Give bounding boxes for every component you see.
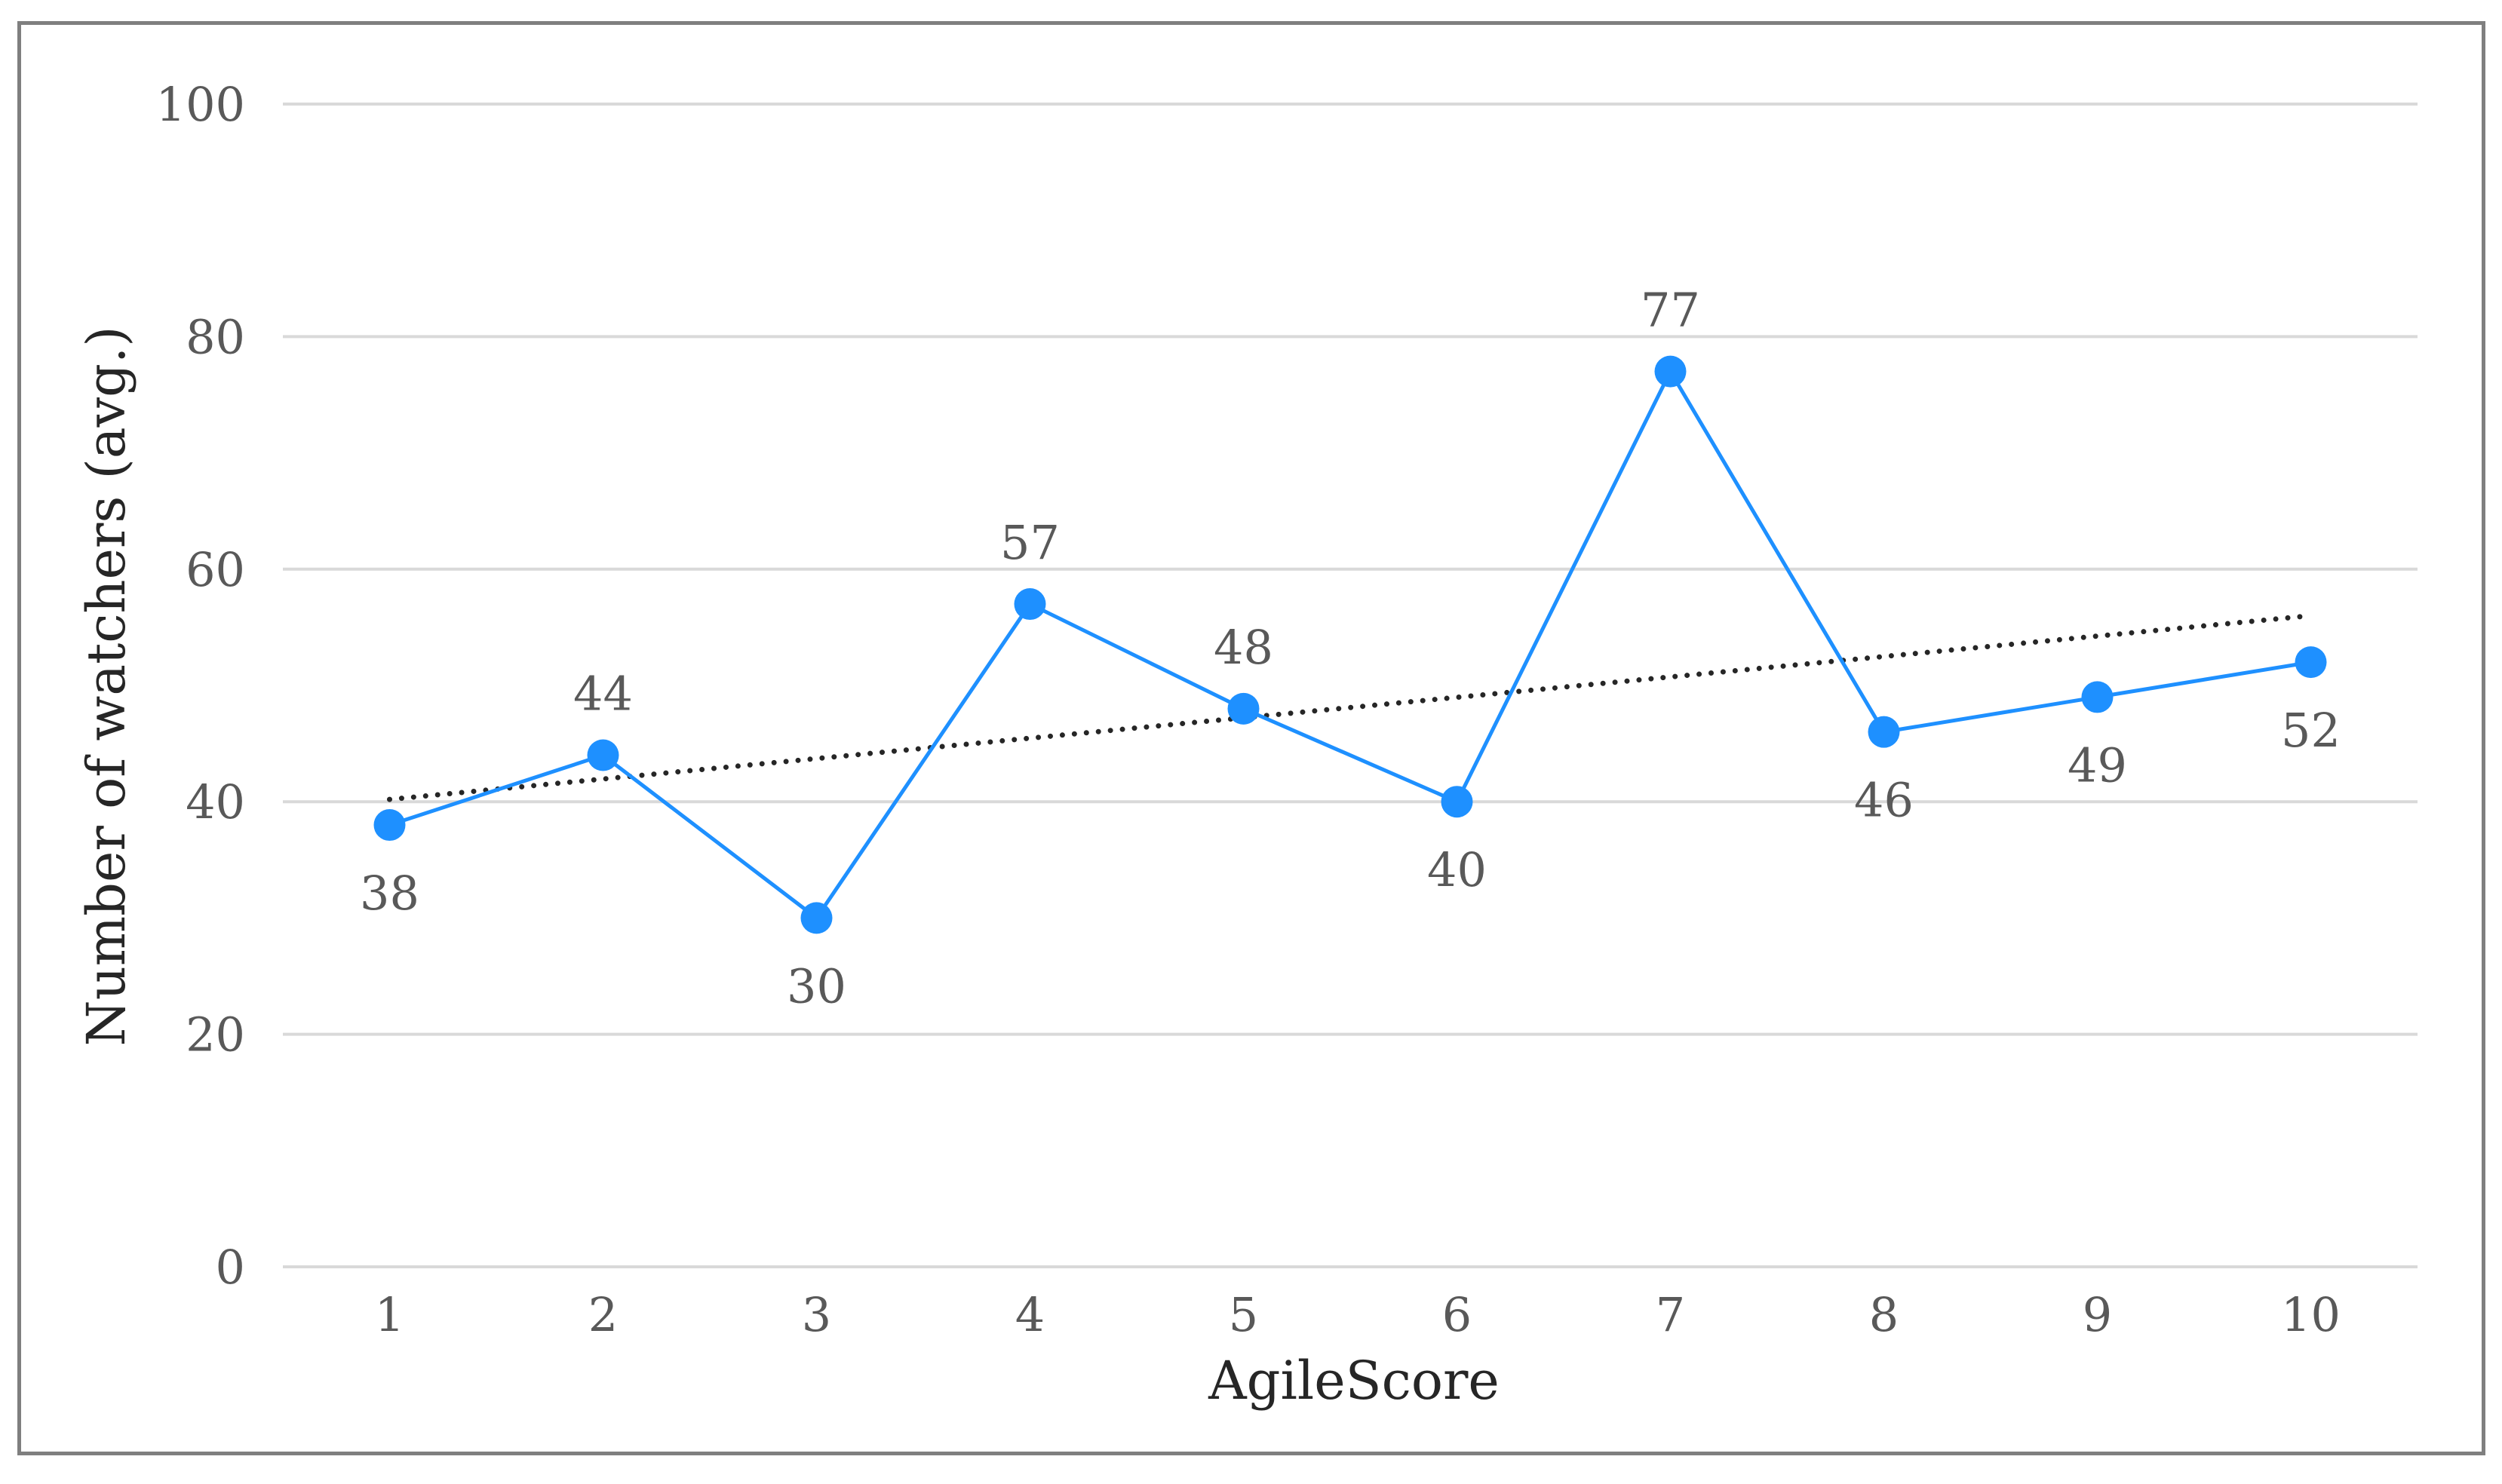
x-tick-label: 9 <box>2083 1287 2112 1342</box>
x-tick-label: 1 <box>375 1287 404 1342</box>
data-label: 52 <box>2281 703 2341 758</box>
x-tick-label: 5 <box>1229 1287 1258 1342</box>
x-tick-label: 3 <box>802 1287 831 1342</box>
data-label: 30 <box>787 958 846 1013</box>
data-point <box>1227 692 1260 725</box>
data-label: 46 <box>1854 773 1914 828</box>
data-label: 57 <box>1000 515 1060 570</box>
x-tick-label: 8 <box>1869 1287 1899 1342</box>
data-labels: 38 44 30 57 48 40 77 46 49 52 <box>360 283 2341 1014</box>
y-axis-tick-labels: 0 20 40 60 80 100 <box>156 77 245 1295</box>
series-polyline <box>388 367 2311 921</box>
x-tick-label: 10 <box>2281 1287 2341 1342</box>
y-axis-title: Number of watchers (avg.) <box>75 326 137 1046</box>
data-label: 40 <box>1427 842 1487 897</box>
data-point <box>587 739 619 771</box>
data-point <box>1014 588 1046 621</box>
data-label: 48 <box>1214 620 1273 675</box>
data-points <box>373 355 2327 934</box>
series-line <box>388 367 2311 921</box>
y-tick-label: 0 <box>216 1240 245 1295</box>
data-point <box>1868 716 1900 748</box>
x-tick-label: 2 <box>588 1287 618 1342</box>
data-label: 77 <box>1641 283 1700 338</box>
x-tick-label: 4 <box>1015 1287 1045 1342</box>
y-tick-label: 80 <box>186 309 245 364</box>
data-point <box>1654 355 1687 388</box>
data-label: 38 <box>360 866 419 921</box>
data-point <box>2295 646 2327 679</box>
x-tick-label: 6 <box>1442 1287 1472 1342</box>
data-point <box>1441 786 1473 818</box>
x-axis-title: AgileScore <box>1208 1350 1500 1412</box>
gridlines <box>283 103 2418 1268</box>
data-label: 49 <box>2068 737 2127 793</box>
x-tick-label: 7 <box>1656 1287 1685 1342</box>
trendline-dotted <box>387 612 2313 802</box>
y-tick-label: 60 <box>186 542 245 597</box>
data-label: 44 <box>573 667 633 722</box>
y-tick-label: 20 <box>186 1007 245 1062</box>
y-tick-label: 40 <box>186 774 245 829</box>
trendline <box>387 612 2313 802</box>
chart-frame <box>17 21 2485 1455</box>
data-point <box>2081 681 2114 713</box>
data-point <box>800 902 833 934</box>
y-tick-label: 100 <box>156 77 245 132</box>
x-axis-tick-labels: 1 2 3 4 5 6 7 8 9 10 <box>375 1287 2341 1342</box>
data-point <box>373 809 406 842</box>
